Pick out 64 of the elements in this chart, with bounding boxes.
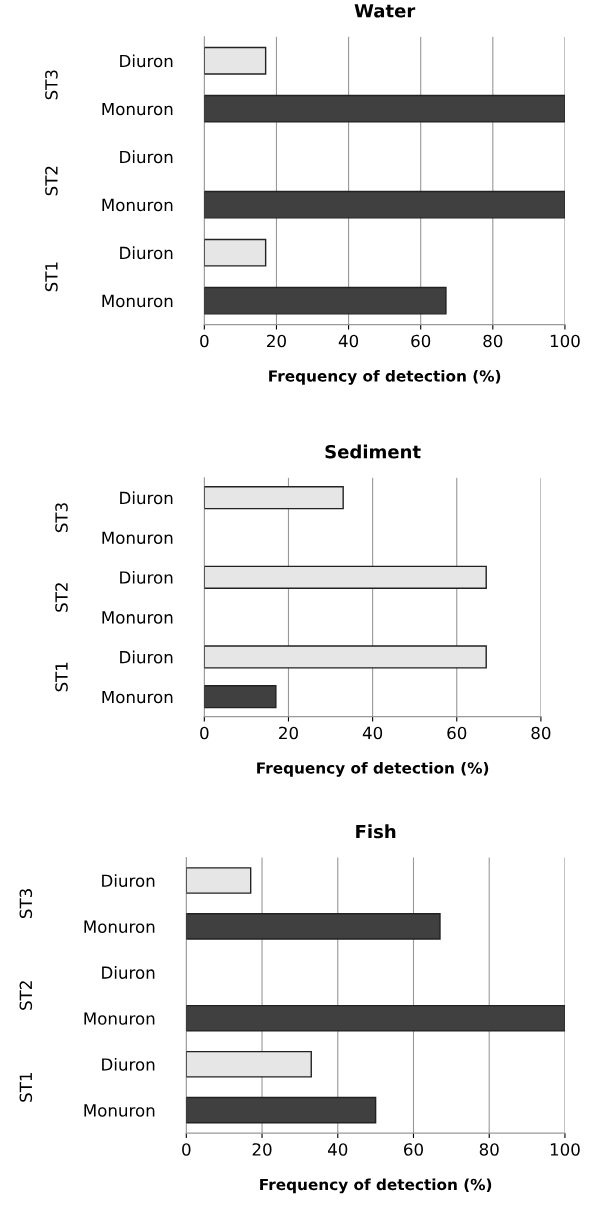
bar	[204, 94, 565, 123]
text: ST3	[19, 889, 33, 919]
y-tick-label: Monuron	[102, 690, 173, 704]
x-tick-label: 60	[404, 1143, 423, 1156]
y-tick-label: Monuron	[102, 198, 173, 212]
x-tick-label: 60	[447, 726, 467, 740]
x-tick-label: 60	[411, 334, 431, 348]
x-tick-label: 40	[338, 334, 359, 348]
text: ST1	[55, 662, 68, 692]
x-tick-label: 80	[479, 1143, 499, 1156]
x-tick-label: 20	[279, 726, 298, 740]
bar	[204, 486, 344, 510]
x-tick-label: 80	[483, 334, 503, 348]
y-tick-label: Monuron	[84, 920, 155, 933]
y-tick-label: Diuron	[102, 1057, 155, 1071]
x-tick-label: 40	[362, 726, 383, 740]
chart-title: Fish	[356, 824, 396, 839]
bar	[186, 1096, 377, 1124]
y-tick-label: Diuron	[120, 650, 173, 664]
x-tick-label: 20	[267, 334, 286, 348]
x-tick-label: 0	[200, 726, 209, 740]
x-axis-title: Frequency of detection (%)	[257, 761, 489, 777]
bar	[204, 286, 447, 315]
x-tick-label: 0	[182, 1143, 191, 1156]
y-tick-label: Monuron	[102, 531, 173, 545]
text: ST2	[45, 166, 58, 196]
text: ST3	[55, 503, 68, 533]
text: ST1	[19, 1073, 33, 1102]
y-tick-label: Monuron	[84, 1012, 155, 1025]
y-tick-label: Diuron	[120, 570, 173, 584]
x-tick-label: 100	[550, 1143, 580, 1156]
y-tick-label: Monuron	[84, 1104, 155, 1117]
bar	[204, 238, 267, 267]
y-tick-label: Diuron	[120, 246, 173, 260]
x-tick-label: 0	[200, 334, 209, 348]
text: ST2	[55, 583, 68, 612]
bar	[186, 1050, 312, 1078]
y-tick-label: Diuron	[102, 874, 155, 888]
bar	[204, 645, 487, 669]
x-axis-title: Frequency of detection (%)	[260, 1178, 492, 1194]
y-tick-label: Diuron	[102, 966, 155, 979]
bar	[186, 913, 441, 940]
y-tick-label: Diuron	[120, 150, 173, 164]
x-axis-title: Frequency of detection (%)	[269, 369, 501, 385]
x-tick-label: 100	[550, 334, 580, 348]
y-tick-label: Diuron	[120, 491, 173, 505]
chart-title: Water	[354, 4, 416, 18]
x-tick-label: 40	[327, 1143, 348, 1156]
bar	[186, 1004, 565, 1032]
y-tick-label: Monuron	[102, 611, 173, 624]
bar	[204, 685, 277, 709]
text: ST1	[45, 262, 58, 292]
bar	[204, 46, 267, 75]
y-tick-label: Monuron	[102, 102, 173, 116]
x-tick-label: 20	[252, 1143, 272, 1156]
bar	[204, 190, 565, 219]
bar	[204, 565, 487, 589]
y-tick-label: Monuron	[102, 294, 173, 308]
bar	[186, 867, 252, 894]
text: ST2	[19, 981, 33, 1010]
y-tick-label: Diuron	[120, 54, 173, 68]
x-tick-label: 80	[531, 726, 551, 740]
text: ST3	[45, 70, 58, 100]
chart-title: Sediment	[325, 444, 421, 459]
